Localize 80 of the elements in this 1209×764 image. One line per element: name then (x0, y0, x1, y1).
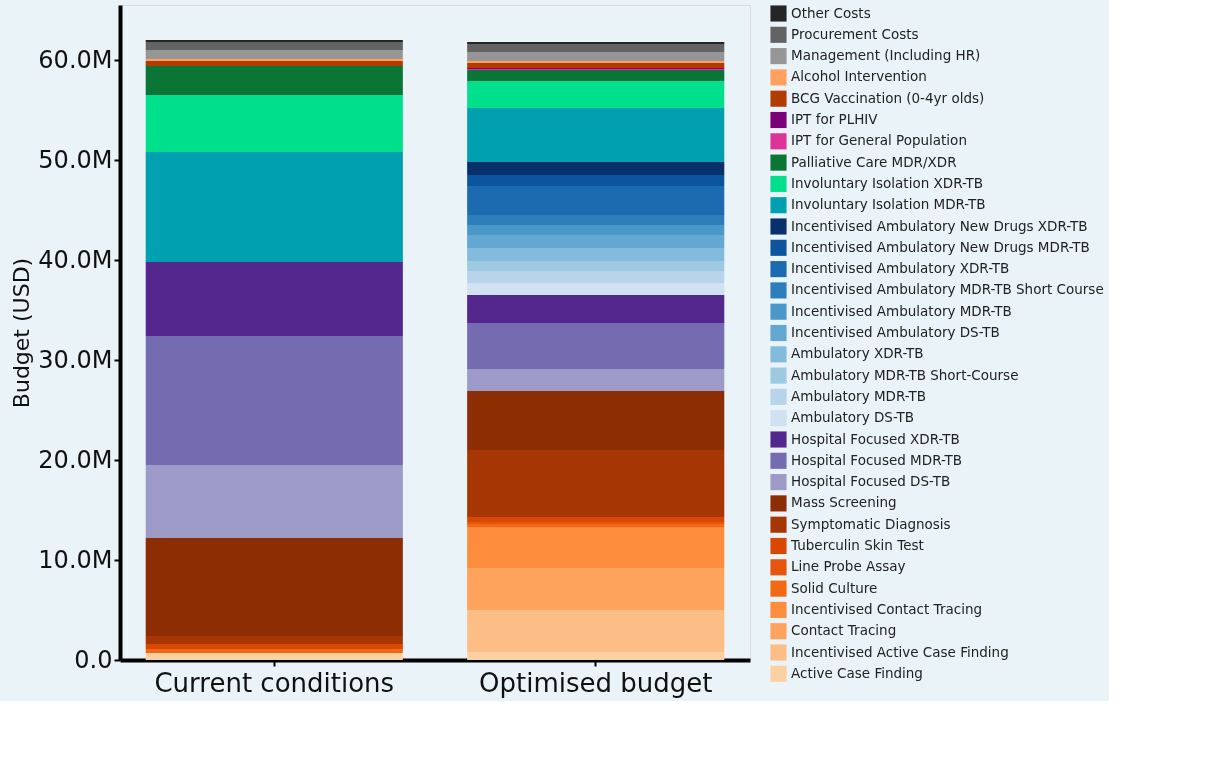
bar (145, 644, 403, 649)
legend-label: Other Costs (791, 4, 871, 21)
legend-label: Incentivised Ambulatory MDR-TB (791, 302, 1012, 319)
legend-label: Ambulatory MDR-TB (791, 387, 926, 404)
bar (467, 450, 725, 517)
bar (467, 70, 725, 81)
bar (145, 152, 403, 262)
legend-label: Hospital Focused XDR-TB (791, 430, 960, 447)
bar (467, 225, 725, 235)
legend-label: Incentivised Ambulatory DS-TB (791, 324, 1000, 340)
y-tick-label: 20.0M (38, 445, 113, 474)
bar (467, 369, 725, 391)
bar (145, 336, 403, 465)
legend-label: Palliative Care MDR/XDR (791, 153, 957, 170)
bar (467, 52, 725, 61)
legend-label: Active Case Finding (791, 664, 923, 681)
legend-label: Management (Including HR) (791, 47, 981, 64)
bar (467, 391, 725, 450)
legend-label: Ambulatory MDR-TB Short-Course (791, 366, 1019, 383)
bar (467, 248, 725, 261)
bar (145, 465, 403, 538)
legend-label: Ambulatory XDR-TB (791, 345, 924, 362)
bar (467, 610, 725, 652)
legend-label: Incentivised Active Case Finding (791, 643, 1009, 660)
legend-label: Alcohol Intervention (791, 68, 927, 85)
bar (467, 568, 725, 610)
y-axis-title: Budget (USD) (9, 257, 35, 409)
bar (145, 95, 403, 152)
y-tick-label: 50.0M (38, 145, 113, 174)
bar (467, 175, 725, 186)
legend-label: Incentivised Ambulatory New Drugs XDR-TB (791, 217, 1088, 234)
bar (467, 186, 725, 215)
bar (145, 538, 403, 636)
legend-label: Symptomatic Diagnosis (791, 515, 951, 532)
legend-label: Involuntary Isolation MDR-TB (791, 196, 986, 213)
legend-label: Incentivised Ambulatory MDR-TB Short Course (791, 281, 1104, 298)
legend-label: IPT for General Population (791, 132, 967, 149)
bar (467, 517, 725, 522)
bar (467, 323, 725, 369)
bar (467, 215, 725, 225)
bar (145, 636, 403, 644)
x-tick-label: Optimised budget (479, 667, 713, 698)
x-tick-label: Current conditions (154, 667, 395, 698)
bar (467, 527, 725, 568)
y-tick-label: 10.0M (38, 545, 113, 574)
legend-label: Tuberculin Skin Test (790, 537, 924, 553)
bar (145, 42, 403, 50)
legend-label: Hospital Focused DS-TB (791, 473, 951, 490)
bar (467, 271, 725, 283)
legend-label: Procurement Costs (791, 25, 919, 42)
bar (467, 261, 725, 271)
legend-label: Incentivised Ambulatory New Drugs MDR-TB (791, 238, 1090, 255)
bar (467, 235, 725, 248)
y-tick-label: 40.0M (38, 245, 113, 274)
legend-label: Involuntary Isolation XDR-TB (791, 174, 984, 191)
legend-label: Incentivised Contact Tracing (791, 600, 983, 617)
bar (467, 295, 725, 323)
legend-label: Mass Screening (791, 494, 897, 511)
bar (145, 649, 403, 653)
bar (467, 44, 725, 52)
legend-label: Line Probe Assay (791, 558, 906, 575)
y-tick-label: 0.0 (74, 645, 113, 674)
legend-label: Contact Tracing (791, 622, 897, 639)
y-tick-label: 30.0M (38, 345, 113, 374)
legend-label: Solid Culture (791, 579, 878, 596)
legend-label: Incentivised Ambulatory XDR-TB (791, 260, 1010, 277)
bar (467, 283, 725, 295)
y-tick-label: 60.0M (38, 45, 113, 74)
bar (467, 81, 725, 108)
legend-label: BCG Vaccination (0-4yr olds) (791, 89, 985, 106)
legend-label: IPT for PLHIV (791, 111, 879, 127)
bar (145, 50, 403, 59)
bar (467, 162, 725, 175)
legend-label: Hospital Focused MDR-TB (791, 451, 963, 468)
bar (145, 262, 403, 336)
legend-label: Ambulatory DS-TB (791, 409, 915, 426)
bar (467, 108, 725, 162)
bar (145, 61, 403, 66)
bar (145, 66, 403, 95)
bar (467, 63, 725, 68)
